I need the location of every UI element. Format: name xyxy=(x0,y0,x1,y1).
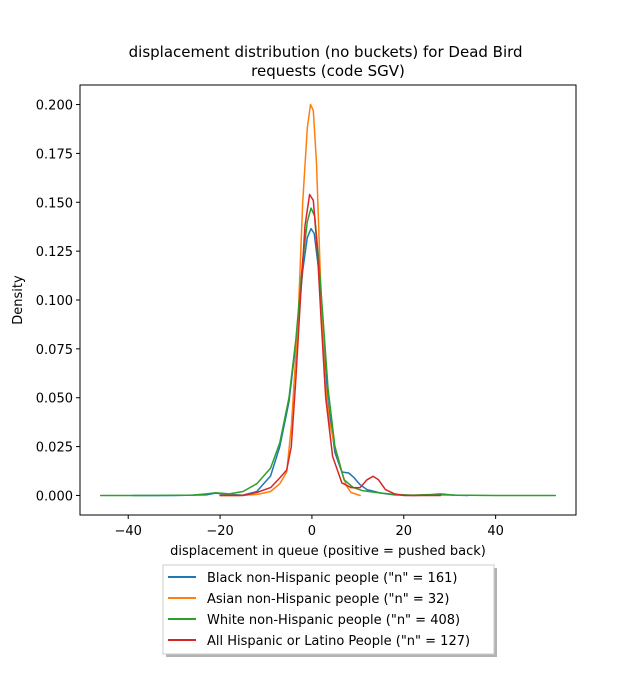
legend-label-2: Asian non-Hispanic people ("n" = 32) xyxy=(207,592,450,607)
y-tick-label: 0.150 xyxy=(36,196,73,211)
legend-entries: Black non-Hispanic people ("n" = 161) Asi… xyxy=(168,571,470,649)
legend-label-4: All Hispanic or Latino People ("n" = 127… xyxy=(207,634,470,649)
legend-box xyxy=(162,564,495,655)
chart-title: displacement distribution (no buckets) f… xyxy=(129,43,528,80)
x-tick-label: −20 xyxy=(206,524,233,539)
x-tick-label: −40 xyxy=(115,524,142,539)
y-tick-label: 0.125 xyxy=(36,245,73,260)
y-tick-label: 0.200 xyxy=(36,99,73,114)
chart-title-line-2: requests (code SGV) xyxy=(251,62,405,80)
y-tick-label: 0.075 xyxy=(36,343,73,358)
x-tick-label: 40 xyxy=(487,524,504,539)
series-layer xyxy=(99,103,557,497)
y-tick-label: 0.000 xyxy=(36,489,73,504)
chart-title-line-1: displacement distribution (no buckets) f… xyxy=(129,43,523,61)
y-tick-label: 0.175 xyxy=(36,147,73,162)
legend-label-3: White non-Hispanic people ("n" = 408) xyxy=(207,613,460,628)
x-axis-label: displacement in queue (positive = pushed… xyxy=(170,544,486,559)
legend: Black non-Hispanic people ("n" = 161) Asi… xyxy=(162,564,497,657)
plot-area xyxy=(79,84,577,516)
x-axis: −40 −20 0 20 40 xyxy=(115,515,504,539)
x-tick-label: 0 xyxy=(308,524,316,539)
plot-frame xyxy=(79,84,577,516)
y-tick-label: 0.025 xyxy=(36,441,73,456)
legend-label-1: Black non-Hispanic people ("n" = 161) xyxy=(207,571,457,586)
series-line-4 xyxy=(219,193,442,497)
x-tick-label: 20 xyxy=(396,524,413,539)
y-axis: 0.000 0.025 0.050 0.075 0.100 0.125 0.150 0.175… xyxy=(36,99,80,504)
y-tick-label: 0.100 xyxy=(36,294,73,309)
y-tick-label: 0.050 xyxy=(36,392,73,407)
y-axis-label: Density xyxy=(11,275,26,325)
